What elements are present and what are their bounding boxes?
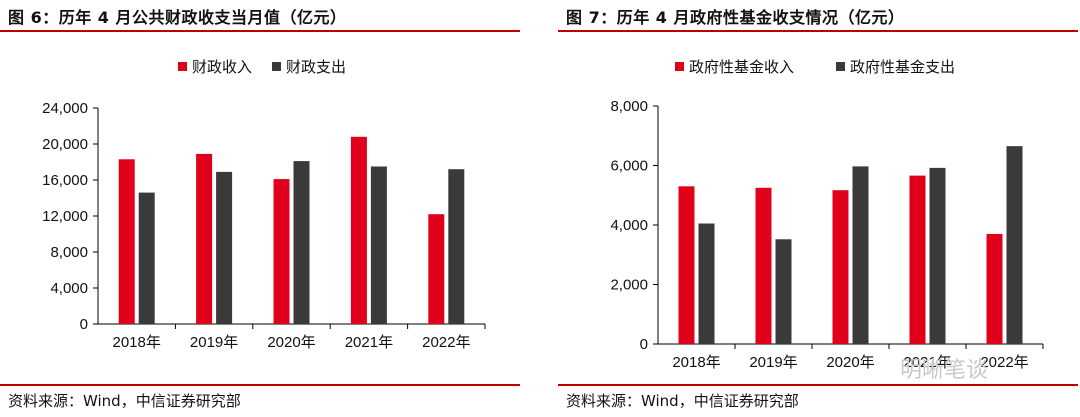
- y-tick-label: 8,000: [610, 98, 648, 115]
- bar: [216, 171, 233, 324]
- bar: [118, 159, 135, 324]
- legend-label: 政府性基金支出: [850, 58, 955, 76]
- bar: [370, 166, 387, 324]
- bar: [428, 214, 445, 324]
- x-tick-label: 2018年: [672, 354, 720, 371]
- y-tick-label: 20,000: [42, 136, 88, 153]
- bar: [698, 223, 715, 344]
- y-tick-label: 2,000: [610, 277, 648, 294]
- title-divider: [558, 30, 1078, 32]
- bar: [852, 166, 869, 344]
- legend-swatch: [836, 62, 845, 71]
- y-tick-label: 4,000: [50, 280, 88, 297]
- x-tick-label: 2021年: [345, 334, 393, 351]
- bar: [986, 233, 1003, 344]
- legend-swatch: [178, 62, 187, 71]
- bar: [273, 179, 290, 324]
- title-divider: [0, 30, 520, 32]
- bar: [909, 175, 926, 344]
- bar: [138, 192, 155, 324]
- bar: [293, 161, 310, 324]
- x-tick-label: 2020年: [267, 334, 315, 351]
- chart-source: 资料来源：Wind，中信证券研究部: [8, 392, 241, 410]
- y-tick-label: 6,000: [610, 158, 648, 175]
- bar: [929, 167, 946, 344]
- legend-label: 财政收入: [192, 58, 252, 76]
- fiscal-bar-chart: 财政收入 财政支出 0 4,000 8,000 12,000 16,000 20,000 24,…: [42, 58, 486, 351]
- bar: [448, 169, 465, 324]
- bar: [755, 187, 772, 344]
- y-tick-label: 0: [640, 336, 648, 353]
- y-tick-label: 24,000: [42, 100, 88, 117]
- legend-label: 财政支出: [286, 58, 346, 76]
- chart-panel-fiscal: 图 6：历年 4 月公共财政收支当月值（亿元） 财政收入 财政支出 0 4,000 8,…: [0, 0, 520, 417]
- bar: [350, 136, 367, 324]
- x-tick-label: 2020年: [826, 354, 874, 371]
- y-tick-label: 4,000: [610, 217, 648, 234]
- x-tick-label: 2019年: [749, 354, 797, 371]
- x-tick-label: 2022年: [422, 334, 470, 351]
- fund-bar-chart: 政府性基金收入 政府性基金支出 0 2,000 4,000 6,000 8,000 2018年…: [610, 58, 1044, 371]
- y-tick-label: 0: [80, 316, 88, 333]
- source-divider: [558, 384, 1078, 386]
- legend-swatch: [272, 62, 281, 71]
- bar: [1006, 146, 1023, 344]
- chart-panel-fund: 图 7：历年 4 月政府性基金收支情况（亿元） 政府性基金收入 政府性基金支出 0 2…: [558, 0, 1078, 417]
- y-tick-label: 12,000: [42, 208, 88, 225]
- chart-source: 资料来源：Wind，中信证券研究部: [566, 392, 799, 410]
- source-divider: [0, 384, 520, 386]
- y-tick-label: 8,000: [50, 244, 88, 261]
- legend-swatch: [675, 62, 684, 71]
- bar: [196, 153, 213, 324]
- x-tick-label: 2022年: [980, 354, 1028, 371]
- chart-title: 图 7：历年 4 月政府性基金收支情况（亿元）: [566, 8, 905, 27]
- x-tick-label: 2018年: [113, 334, 161, 351]
- chart-title: 图 6：历年 4 月公共财政收支当月值（亿元）: [8, 8, 347, 27]
- bar: [678, 186, 695, 344]
- legend-label: 政府性基金收入: [689, 58, 794, 76]
- watermark-text: 明晰笔谈: [900, 358, 989, 383]
- bar: [775, 239, 792, 344]
- y-tick-label: 16,000: [42, 172, 88, 189]
- x-tick-label: 2019年: [190, 334, 238, 351]
- x-tick-label: 2021年: [903, 354, 951, 371]
- bar: [832, 190, 849, 344]
